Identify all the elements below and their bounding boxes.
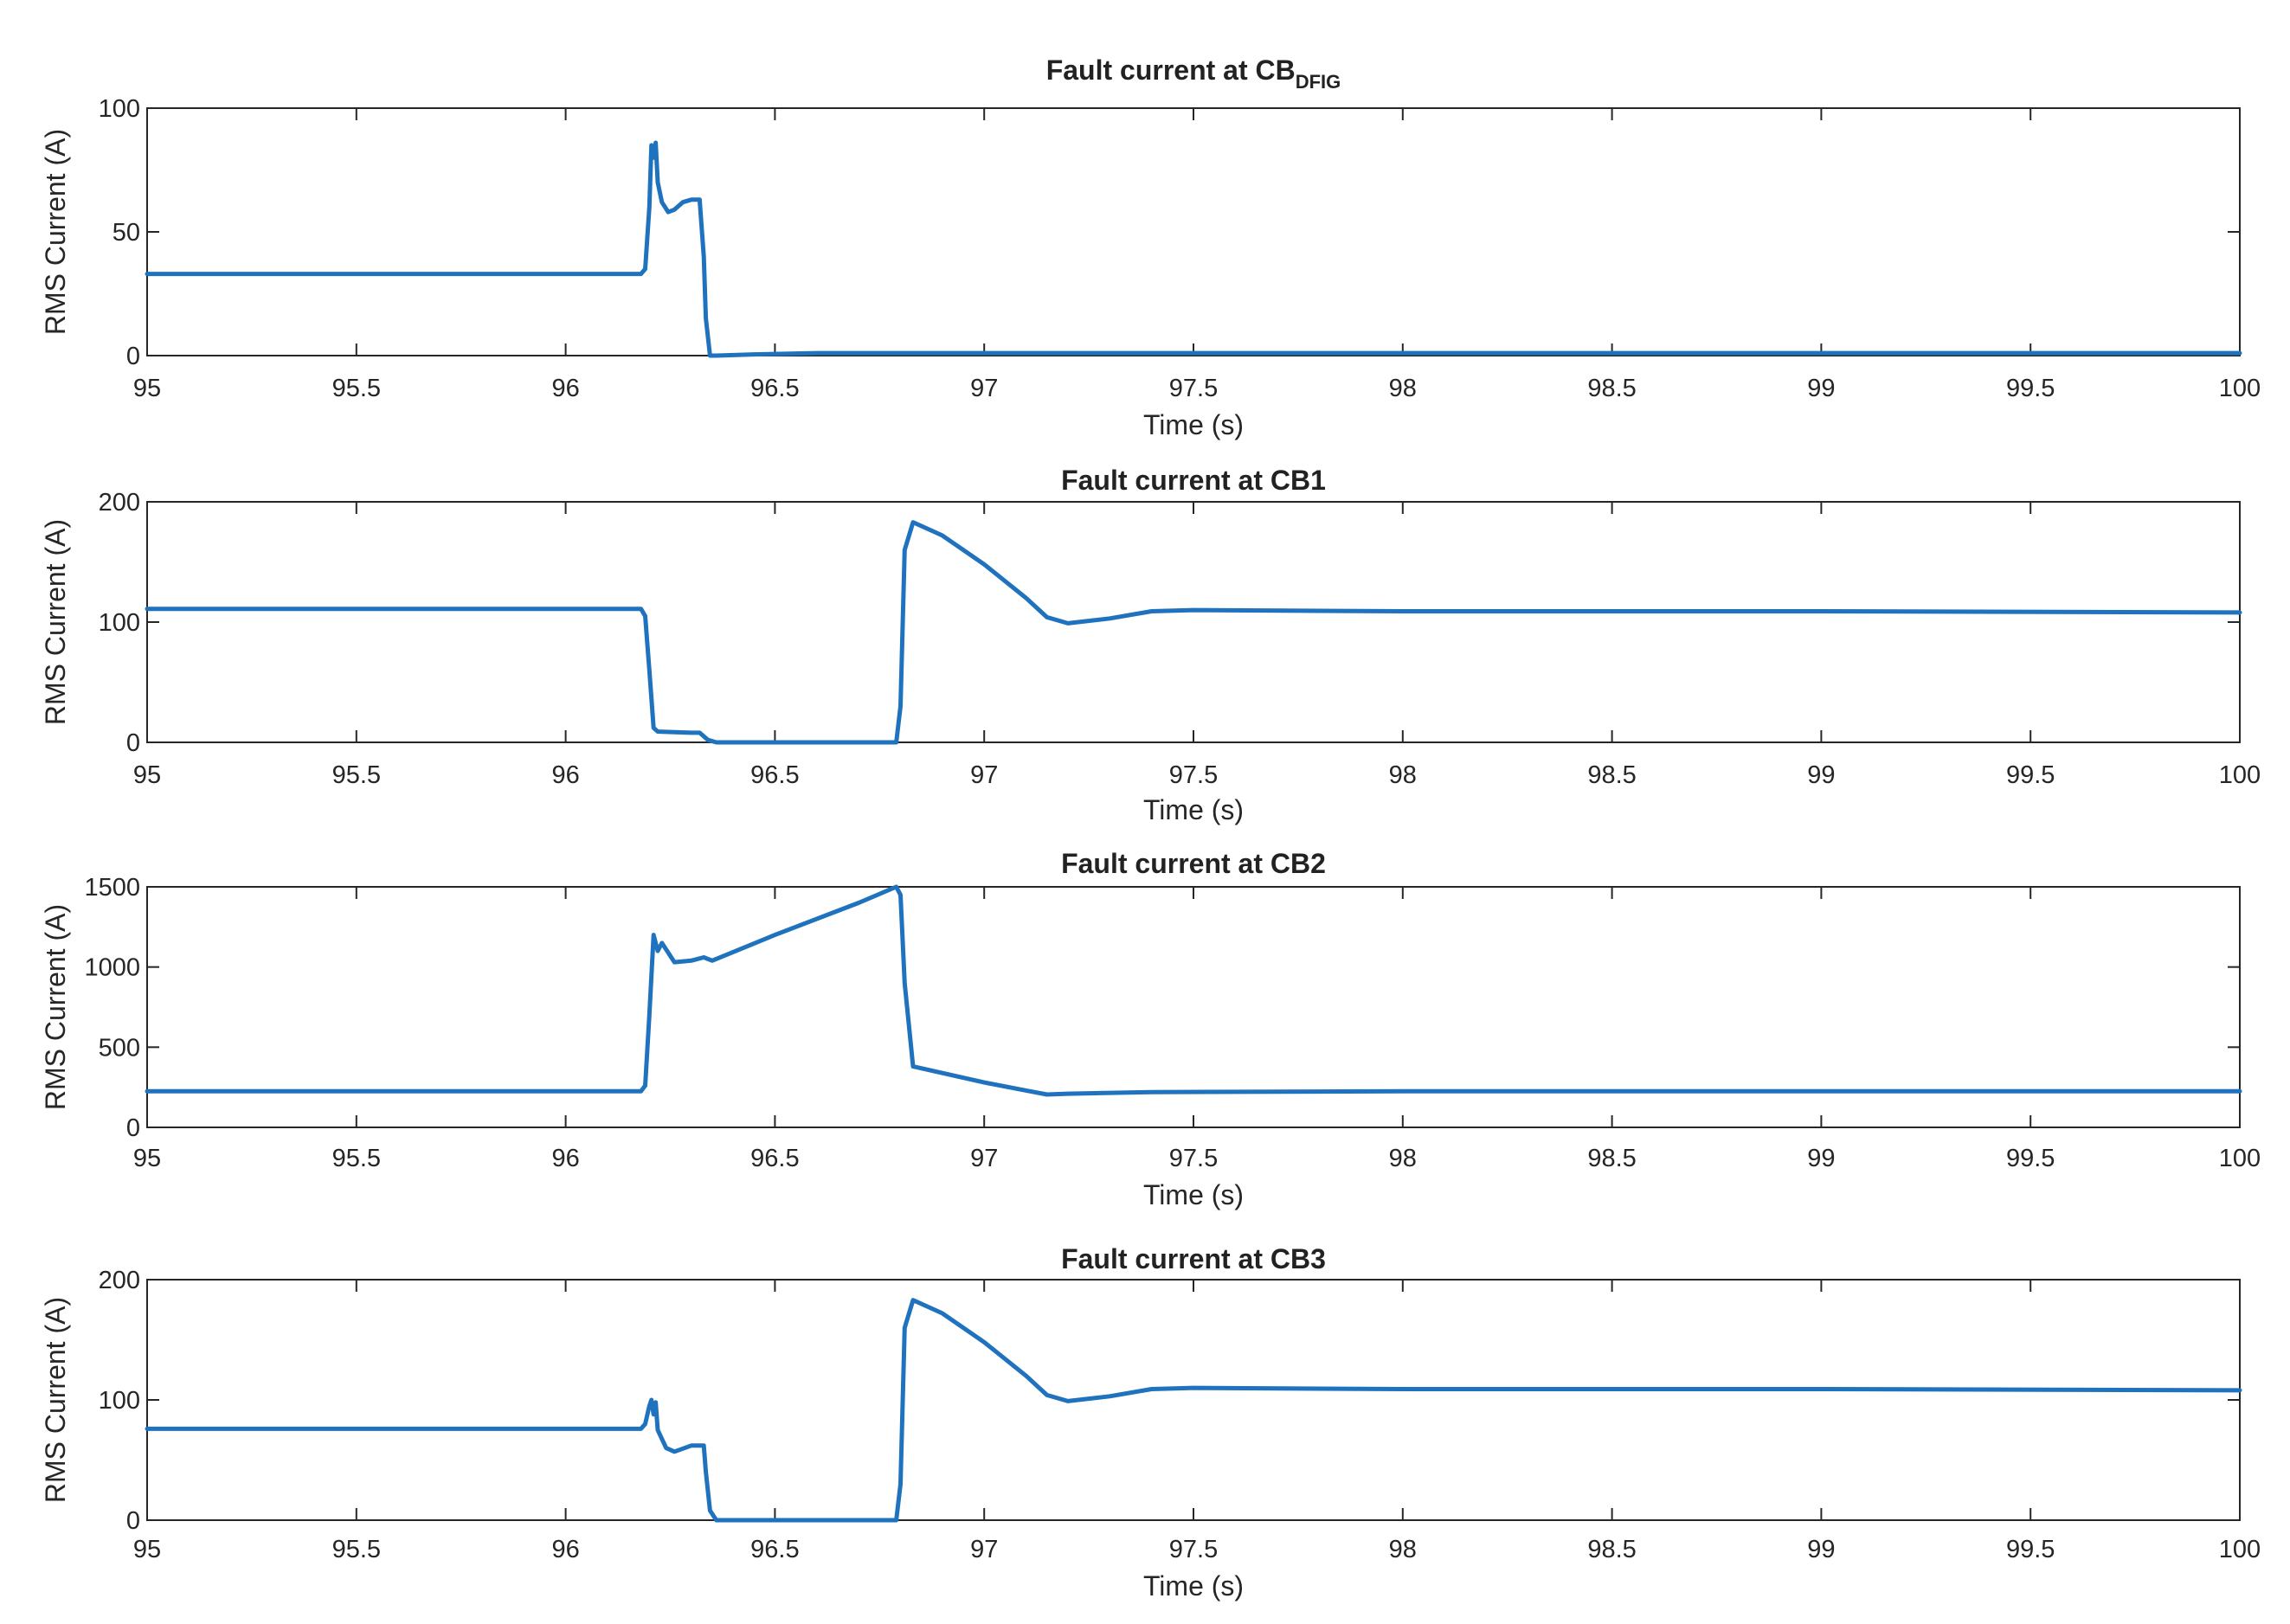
- series-line-1: [145, 884, 2242, 1097]
- subplot-4: Fault current at CB3 95 95.5 96 96.5 97 97.5 98…: [40, 1243, 2261, 1602]
- subplot-title-text: Fault current at CB1: [1061, 465, 1326, 496]
- subplot-title: Fault current at CB1: [1061, 465, 1326, 496]
- axes-frame: [146, 1279, 2241, 1521]
- x-tick-label: 99.5: [2006, 1145, 2055, 1172]
- x-tick-label: 100: [2219, 375, 2261, 402]
- subplot-title-text: Fault current at CB2: [1061, 848, 1326, 879]
- x-tick-label: 97: [970, 1145, 998, 1172]
- x-tick-label: 95: [133, 1145, 161, 1172]
- x-tick-label: 95: [133, 375, 161, 402]
- x-tick-label: 98.5: [1587, 1536, 1636, 1563]
- y-tick-label: 200: [99, 1267, 140, 1294]
- x-tick-label: 96: [551, 761, 579, 789]
- x-tick-label: 99: [1807, 1145, 1835, 1172]
- x-tick-label: 99.5: [2006, 1536, 2055, 1563]
- subplot-title: Fault current at CBDFIG: [1046, 55, 1341, 93]
- y-tick-label: 100: [99, 1387, 140, 1415]
- x-tick-label: 96.5: [750, 1536, 799, 1563]
- subplot-title-subscript: DFIG: [1296, 71, 1341, 93]
- subplot-3: Fault current at CB2 95 95.5 96 96.5 97 97.5 98…: [40, 848, 2261, 1210]
- x-tick-label: 96.5: [750, 761, 799, 789]
- x-tick-label: 100: [2219, 1145, 2261, 1172]
- x-tick-label: 96: [551, 375, 579, 402]
- x-tick-label: 95.5: [332, 1536, 381, 1563]
- x-tick-label: 97.5: [1169, 1145, 1218, 1172]
- x-axis-label: Time (s): [1143, 794, 1244, 825]
- y-axis-label: RMS Current (A): [40, 519, 71, 725]
- y-axis-label: RMS Current (A): [40, 1297, 71, 1503]
- subplot-2: Fault current at CB1 95 95.5 96 96.5 97 97.5 98…: [40, 465, 2261, 825]
- series-line-1: [145, 140, 2242, 358]
- x-tick-label: 96.5: [750, 375, 799, 402]
- axes-frame: [146, 501, 2241, 743]
- y-tick-label: 100: [99, 95, 140, 123]
- x-tick-label: 95: [133, 1536, 161, 1563]
- x-tick-label: 95: [133, 761, 161, 789]
- y-tick-label: 0: [126, 343, 140, 370]
- y-tick-label: 0: [126, 1507, 140, 1535]
- x-tick-label: 98.5: [1587, 375, 1636, 402]
- x-tick-label: 98.5: [1587, 761, 1636, 789]
- x-tick-label: 95.5: [332, 1145, 381, 1172]
- x-tick-label: 98: [1389, 1145, 1417, 1172]
- subplot-title: Fault current at CB2: [1061, 848, 1326, 879]
- y-tick-label: 100: [99, 609, 140, 637]
- x-tick-label: 98: [1389, 761, 1417, 789]
- y-tick-label: 200: [99, 489, 140, 517]
- x-tick-label: 97.5: [1169, 761, 1218, 789]
- series-line-1: [145, 1298, 2242, 1523]
- x-tick-label: 99.5: [2006, 375, 2055, 402]
- y-axis-label: RMS Current (A): [40, 904, 71, 1110]
- y-tick-label: 0: [126, 729, 140, 757]
- y-tick-label: 1000: [84, 954, 140, 982]
- x-tick-label: 97: [970, 761, 998, 789]
- subplot-1: Fault current at CBDFIG 95 95.5 96 96.5 97 97.…: [40, 55, 2261, 440]
- axes-frame: [146, 886, 2241, 1128]
- x-tick-label: 97: [970, 375, 998, 402]
- x-tick-label: 96.5: [750, 1145, 799, 1172]
- x-tick-label: 99: [1807, 761, 1835, 789]
- x-tick-label: 99: [1807, 1536, 1835, 1563]
- x-tick-label: 97.5: [1169, 375, 1218, 402]
- x-tick-label: 96: [551, 1145, 579, 1172]
- x-tick-label: 96: [551, 1536, 579, 1563]
- x-tick-label: 98: [1389, 375, 1417, 402]
- subplot-title-text: Fault current at CB3: [1061, 1243, 1326, 1274]
- y-axis-label: RMS Current (A): [40, 129, 71, 335]
- axes-frame: [146, 107, 2241, 356]
- subplot-title-text: Fault current at CB: [1046, 55, 1296, 86]
- x-axis-label: Time (s): [1143, 1179, 1244, 1210]
- y-tick-label: 50: [113, 219, 140, 247]
- y-tick-label: 0: [126, 1114, 140, 1142]
- subplot-title: Fault current at CB3: [1061, 1243, 1326, 1274]
- x-axis-label: Time (s): [1143, 409, 1244, 440]
- x-tick-label: 99: [1807, 375, 1835, 402]
- y-tick-label: 1500: [84, 874, 140, 902]
- x-axis-label: Time (s): [1143, 1570, 1244, 1602]
- series-line-1: [145, 520, 2242, 745]
- x-tick-label: 95.5: [332, 375, 381, 402]
- x-tick-label: 98.5: [1587, 1145, 1636, 1172]
- x-tick-label: 98: [1389, 1536, 1417, 1563]
- y-tick-label: 500: [99, 1034, 140, 1062]
- x-tick-label: 100: [2219, 761, 2261, 789]
- x-tick-label: 99.5: [2006, 761, 2055, 789]
- x-tick-label: 100: [2219, 1536, 2261, 1563]
- x-tick-label: 95.5: [332, 761, 381, 789]
- x-tick-label: 97.5: [1169, 1536, 1218, 1563]
- x-tick-label: 97: [970, 1536, 998, 1563]
